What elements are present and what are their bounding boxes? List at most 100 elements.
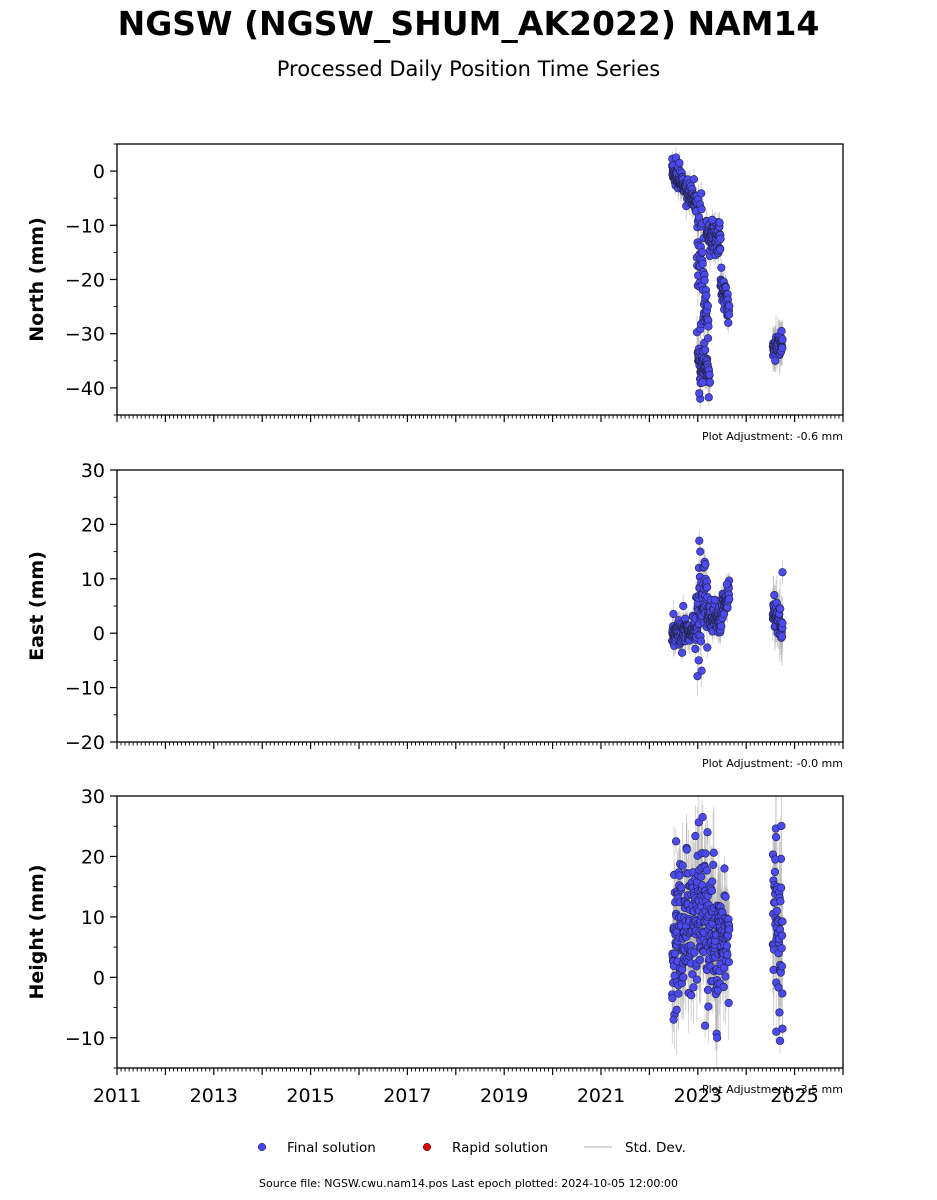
- final-solution-point: [696, 547, 705, 556]
- final-solution-point: [690, 948, 699, 957]
- final-solution-point: [703, 301, 712, 310]
- final-solution-point: [777, 326, 786, 336]
- final-solution-point: [778, 568, 787, 577]
- final-solution-point: [697, 872, 706, 881]
- y-axis-label: North (mm): [26, 217, 48, 342]
- y-tick-label: −40: [65, 378, 105, 400]
- final-solution-point: [698, 813, 707, 822]
- y-tick-label: −10: [65, 215, 105, 237]
- final-solution-point: [776, 897, 785, 906]
- final-solution-point: [669, 1015, 678, 1024]
- final-solution-point: [703, 828, 712, 837]
- final-solution-point: [707, 877, 717, 886]
- final-solution-point: [679, 601, 688, 611]
- final-solution-point: [672, 1005, 681, 1014]
- final-solution-point: [675, 871, 684, 880]
- plot-frame: [116, 469, 844, 743]
- y-tick-label: 10: [81, 907, 105, 929]
- final-solution-point: [700, 1021, 710, 1030]
- chart-title: NGSW (NGSW_SHUM_AK2022) NAM14: [117, 4, 820, 43]
- x-tick-label: 2013: [190, 1085, 238, 1107]
- final-solution-point: [700, 345, 710, 355]
- final-solution-point: [715, 218, 724, 227]
- plot-adjustment-label: Plot Adjustment: -3.5 mm: [702, 1083, 843, 1096]
- final-solution-point: [703, 334, 713, 343]
- final-solution-point: [777, 821, 786, 831]
- final-solution-point: [682, 845, 691, 854]
- final-solution-point: [692, 975, 701, 984]
- final-solution-point: [724, 998, 733, 1008]
- final-solution-point: [710, 595, 719, 605]
- final-solution-point: [688, 970, 697, 979]
- plot-frame: [116, 143, 844, 416]
- final-solution-point: [695, 389, 704, 398]
- x-tick-label: 2021: [577, 1085, 625, 1107]
- final-solution-point: [770, 591, 779, 600]
- final-solution-point: [677, 883, 686, 892]
- final-solution-point: [775, 1036, 785, 1045]
- y-tick-label: −20: [65, 270, 105, 292]
- final-solution-point: [669, 609, 678, 619]
- final-solution-point: [724, 310, 734, 319]
- final-solution-point: [771, 356, 780, 365]
- x-tick-label: 2025: [770, 1085, 818, 1107]
- final-solution-point: [671, 837, 681, 846]
- final-solution-point: [778, 632, 787, 641]
- final-solution-point: [697, 189, 706, 198]
- final-solution-point: [675, 158, 684, 168]
- final-solution-point: [703, 583, 712, 592]
- final-solution-point: [694, 656, 703, 665]
- y-tick-label: 0: [93, 161, 105, 183]
- final-solution-point: [687, 991, 696, 1000]
- final-solution-point: [777, 883, 786, 892]
- y-tick-label: 20: [81, 846, 105, 868]
- final-solution-point: [725, 301, 734, 310]
- final-solution-point: [704, 393, 713, 402]
- y-tick-label: −20: [65, 732, 105, 754]
- y-tick-label: 30: [81, 460, 105, 482]
- final-solution-point: [700, 276, 709, 285]
- final-solution-point: [724, 957, 733, 967]
- final-solution-point: [696, 637, 706, 646]
- final-solution-point: [772, 906, 781, 916]
- x-tick-label: 2011: [93, 1085, 141, 1107]
- final-solution-point: [695, 955, 704, 964]
- final-solution-point: [704, 1002, 713, 1011]
- final-solution-point: [778, 335, 787, 344]
- x-tick-label: 2019: [480, 1085, 528, 1107]
- final-solution-point: [703, 985, 713, 995]
- final-solution-point: [725, 925, 734, 934]
- final-solution-point: [702, 291, 711, 300]
- final-solution-point: [674, 989, 683, 998]
- final-solution-point: [679, 973, 688, 982]
- final-solution-point: [670, 949, 680, 958]
- final-solution-point: [774, 983, 783, 992]
- source-footnote: Source file: NGSW.cwu.nam14.pos Last epo…: [258, 1177, 679, 1190]
- final-solution-point: [705, 378, 715, 387]
- final-solution-point: [717, 263, 726, 272]
- y-tick-label: −10: [65, 1028, 105, 1050]
- y-axis-label: Height (mm): [26, 864, 48, 999]
- final-solution-point: [708, 215, 717, 224]
- y-tick-label: 10: [81, 569, 105, 591]
- final-solution-point: [691, 644, 700, 654]
- y-tick-label: 0: [93, 967, 105, 989]
- final-solution-point: [721, 892, 730, 901]
- final-solution-point: [695, 536, 704, 545]
- y-tick-label: 30: [81, 786, 105, 808]
- final-solution-point: [778, 344, 787, 353]
- final-solution-point: [707, 886, 717, 895]
- legend-label: Final solution: [287, 1140, 376, 1156]
- final-solution-point: [698, 248, 707, 257]
- final-solution-point: [709, 860, 718, 869]
- chart-subtitle: Processed Daily Position Time Series: [276, 57, 661, 81]
- x-tick-label: 2023: [674, 1085, 722, 1107]
- final-solution-point: [778, 989, 787, 998]
- y-tick-label: 0: [93, 623, 105, 645]
- y-tick-label: −30: [65, 324, 105, 346]
- final-solution-point: [705, 370, 714, 379]
- y-tick-label: 20: [81, 514, 105, 536]
- final-solution-point: [777, 944, 786, 953]
- final-solution-point: [716, 234, 725, 243]
